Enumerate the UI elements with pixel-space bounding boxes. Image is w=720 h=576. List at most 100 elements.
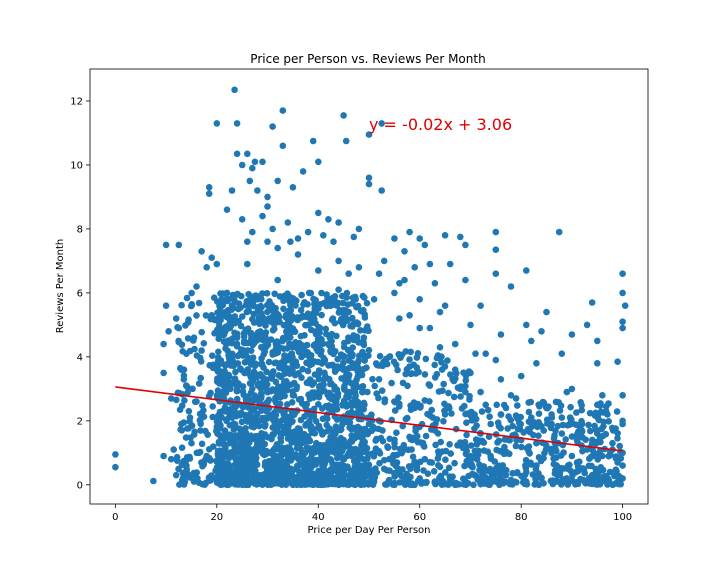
data-point — [497, 331, 505, 338]
data-point — [370, 453, 378, 460]
data-point — [586, 409, 594, 417]
regression-line — [115, 386, 623, 452]
data-point — [343, 388, 351, 396]
data-point — [370, 296, 378, 303]
data-point — [204, 431, 211, 439]
data-point — [401, 276, 408, 284]
data-point — [518, 443, 525, 451]
data-point — [320, 471, 327, 479]
data-point — [495, 422, 503, 430]
data-point — [619, 289, 626, 297]
data-point — [462, 241, 469, 249]
data-point — [533, 439, 540, 447]
data-point — [160, 340, 167, 348]
data-point — [424, 410, 431, 418]
data-point — [364, 430, 372, 438]
data-point — [414, 350, 422, 357]
data-point — [614, 435, 621, 442]
data-point — [221, 367, 228, 375]
data-point — [220, 467, 227, 474]
data-point — [411, 264, 419, 271]
data-point — [457, 439, 464, 447]
data-point — [261, 431, 269, 438]
data-point — [407, 473, 414, 481]
data-point — [397, 354, 404, 362]
data-point — [353, 376, 360, 384]
data-point — [231, 86, 238, 94]
data-point — [486, 413, 493, 421]
data-point — [616, 442, 623, 450]
data-point — [535, 410, 543, 418]
data-point — [492, 270, 500, 278]
data-point — [205, 446, 213, 453]
data-point — [525, 408, 533, 416]
data-point — [348, 408, 355, 416]
data-point — [361, 425, 369, 433]
data-point — [272, 411, 280, 419]
data-point — [337, 318, 344, 325]
data-point — [311, 389, 319, 396]
data-point — [287, 447, 295, 454]
data-point — [309, 379, 317, 386]
data-point — [305, 359, 312, 366]
data-point — [442, 447, 450, 455]
data-point — [540, 399, 548, 407]
data-point — [288, 439, 295, 446]
data-point — [264, 193, 271, 201]
data-point — [394, 366, 401, 374]
data-point — [507, 392, 515, 399]
data-point — [588, 471, 596, 479]
data-point — [197, 420, 204, 428]
data-point — [233, 395, 241, 403]
data-point — [492, 478, 500, 485]
data-point — [294, 444, 301, 452]
data-point — [381, 398, 389, 406]
x-tick-label: 40 — [312, 512, 325, 523]
data-point — [274, 244, 282, 252]
data-point — [372, 437, 380, 444]
data-point — [239, 388, 247, 395]
data-point — [583, 321, 591, 329]
data-point — [262, 407, 270, 415]
data-point — [598, 425, 605, 433]
data-point — [247, 432, 255, 440]
data-point — [507, 416, 515, 424]
data-point — [215, 319, 223, 326]
data-point — [175, 241, 183, 249]
y-tick-label: 12 — [70, 96, 83, 107]
data-point — [365, 174, 373, 182]
data-point — [556, 471, 563, 479]
data-point — [342, 137, 350, 145]
data-point — [233, 150, 241, 158]
data-point — [234, 360, 242, 367]
data-point — [294, 235, 302, 242]
data-point — [319, 415, 327, 423]
data-point — [186, 414, 194, 421]
data-point — [325, 216, 332, 223]
data-point — [244, 393, 252, 400]
data-point — [345, 357, 353, 364]
data-point — [209, 352, 216, 360]
data-point — [258, 355, 265, 362]
data-point — [241, 369, 248, 377]
regression-equation: y = -0.02x + 3.06 — [369, 115, 512, 134]
data-point — [175, 338, 183, 346]
data-point — [190, 334, 198, 342]
data-point — [548, 420, 555, 428]
data-point — [229, 405, 237, 413]
data-point — [548, 449, 555, 457]
data-point — [619, 475, 626, 482]
data-point — [272, 466, 280, 473]
data-point — [228, 414, 236, 421]
data-point — [287, 307, 295, 314]
data-point — [437, 438, 445, 446]
data-point — [391, 439, 398, 447]
data-point — [181, 397, 188, 404]
data-point — [188, 439, 195, 447]
data-point — [299, 433, 307, 441]
data-point — [300, 301, 307, 308]
data-point — [235, 317, 242, 325]
data-point — [588, 299, 596, 306]
data-point — [259, 158, 266, 166]
data-point — [209, 403, 216, 410]
